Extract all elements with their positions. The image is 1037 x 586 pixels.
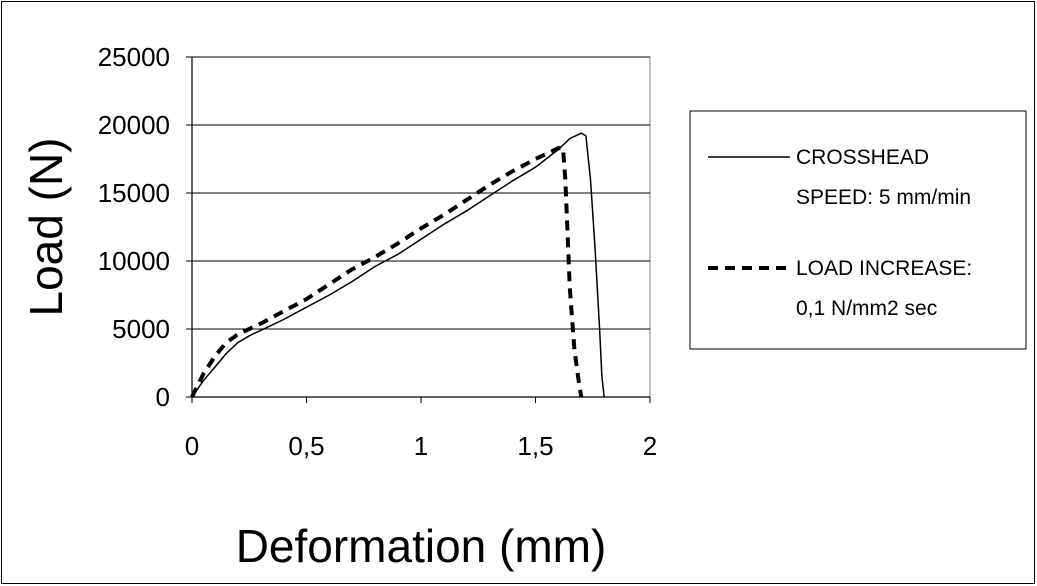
x-tick-label-2: 1 xyxy=(414,431,428,461)
legend-label-load-increase-line1: LOAD INCREASE: xyxy=(796,257,972,280)
x-tick-label-1: 0,5 xyxy=(288,431,324,461)
y-axis-ticks: 0 5000 10000 15000 20000 25000 xyxy=(98,42,192,412)
legend-label-load-increase-line2: 0,1 N/mm2 sec xyxy=(796,297,937,320)
y-axis-title: Load (N) xyxy=(20,138,72,317)
y-tick-label-4: 20000 xyxy=(98,110,170,140)
x-axis-ticks: 0 0,5 1 1,5 2 xyxy=(185,397,657,461)
y-tick-label-1: 5000 xyxy=(112,314,170,344)
y-tick-label-3: 15000 xyxy=(98,178,170,208)
x-tick-label-4: 2 xyxy=(643,431,657,461)
legend-box xyxy=(689,110,1027,350)
series-load-increase-line xyxy=(190,146,584,398)
y-tick-label-5: 25000 xyxy=(98,42,170,72)
legend-label-crosshead-line1: CROSSHEAD xyxy=(796,146,929,169)
legend-label-crosshead-line2: SPEED: 5 mm/min xyxy=(796,186,971,209)
x-axis-title: Deformation (mm) xyxy=(236,520,607,572)
series-crosshead-line xyxy=(191,132,605,398)
x-tick-label-3: 1,5 xyxy=(517,431,553,461)
x-tick-label-0: 0 xyxy=(185,431,199,461)
y-tick-label-2: 10000 xyxy=(98,246,170,276)
data-series xyxy=(190,132,605,398)
legend: CROSSHEAD SPEED: 5 mm/min LOAD INCREASE:… xyxy=(689,110,1027,350)
y-tick-label-0: 0 xyxy=(156,382,170,412)
